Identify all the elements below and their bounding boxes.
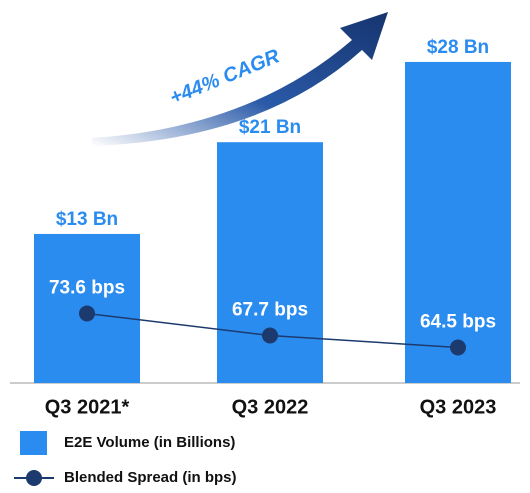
legend-swatch xyxy=(20,431,47,455)
cagr-arrow xyxy=(92,12,388,146)
line-point xyxy=(262,327,278,344)
x-tick-label: Q3 2022 xyxy=(232,396,309,418)
line-value-label: 64.5 bps xyxy=(420,311,496,332)
line-value-label: 73.6 bps xyxy=(49,277,125,298)
bar-value-label: $21 Bn xyxy=(239,117,301,138)
bar-value-label: $28 Bn xyxy=(427,37,489,58)
line-point xyxy=(79,305,95,322)
x-tick-label: Q3 2023 xyxy=(420,396,497,418)
legend-marker xyxy=(26,470,42,486)
legend-label: E2E Volume (in Billions) xyxy=(64,434,235,451)
x-tick-label: Q3 2021* xyxy=(45,396,130,418)
bar-value-label: $13 Bn xyxy=(56,209,118,230)
legend-label: Blended Spread (in bps) xyxy=(64,469,237,486)
bar xyxy=(405,61,511,383)
line-point xyxy=(450,339,466,356)
bar xyxy=(217,142,323,383)
line-value-label: 67.7 bps xyxy=(232,300,308,321)
